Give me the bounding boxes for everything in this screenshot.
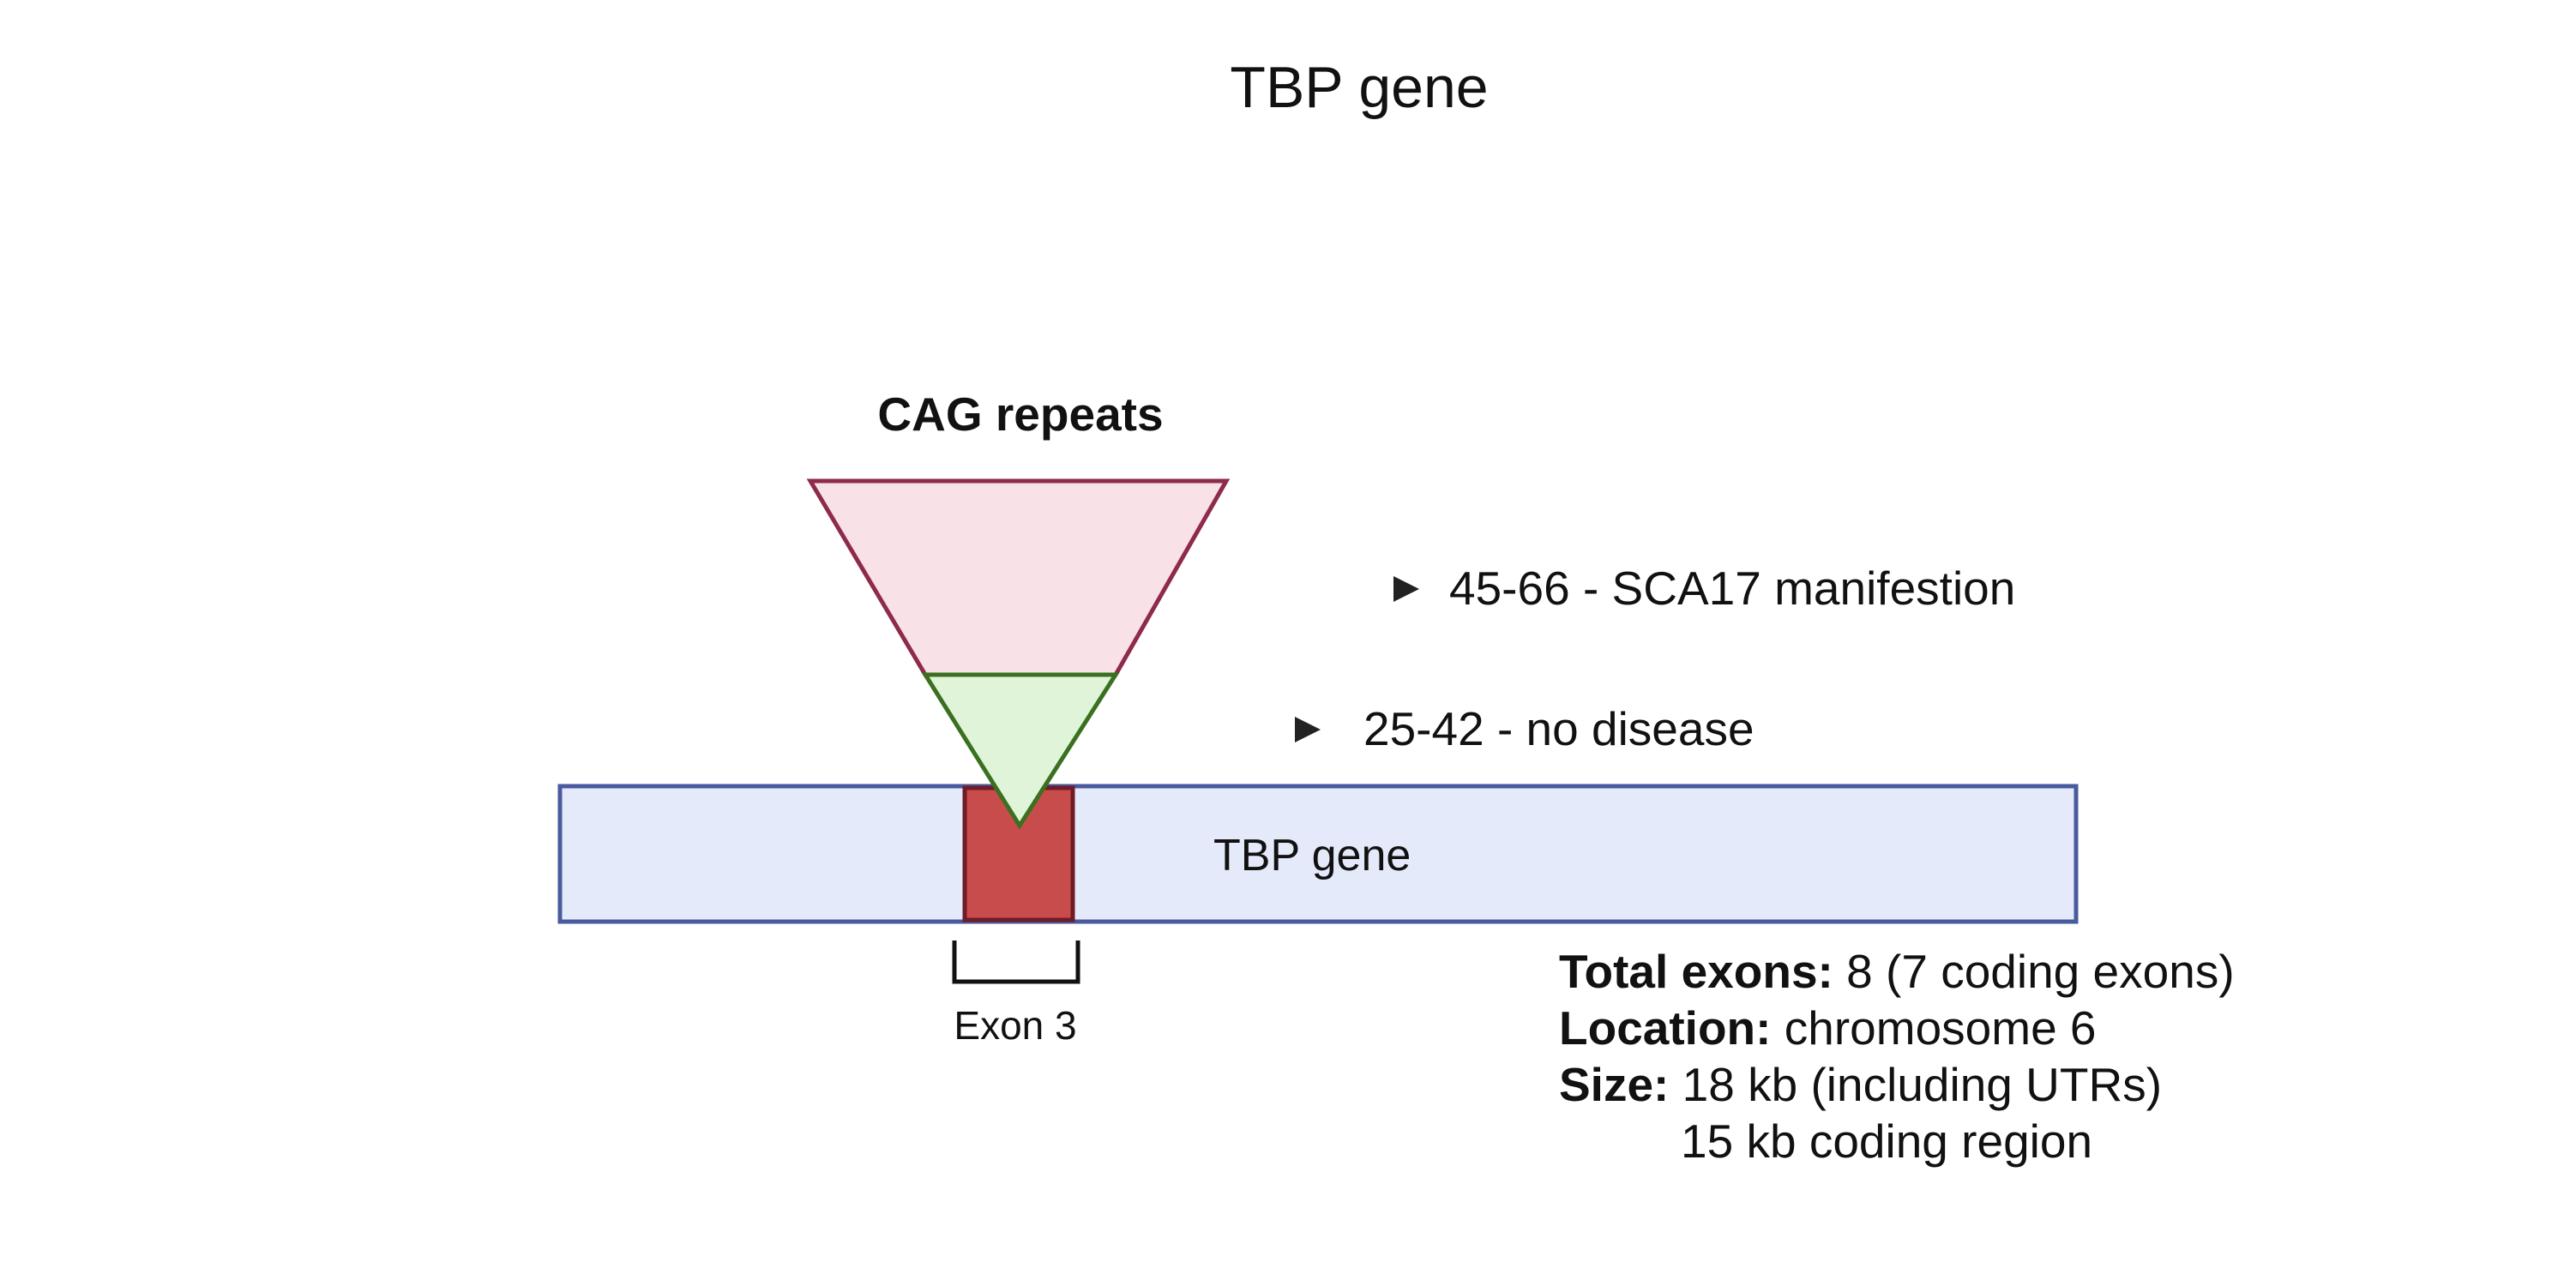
size-label: Size:: [1559, 1058, 1669, 1111]
gene-info-block: Total exons: 8 (7 coding exons) Location…: [1559, 945, 2235, 1168]
arrow-icon: [1256, 576, 1419, 602]
size-line-2: 15 kb coding region: [1681, 1115, 2092, 1168]
normal-repeat-range-shape: [921, 672, 1120, 830]
cag-repeats-label: CAG repeats: [877, 388, 1163, 441]
size-value: 18 kb (including UTRs): [1669, 1058, 2162, 1111]
normal-range-label: 25-42 - no disease: [1363, 702, 1754, 755]
diagram-title: TBP gene: [1230, 55, 1488, 120]
total-exons-value: 8 (7 coding exons): [1833, 945, 2235, 998]
gene-bar: [557, 784, 2079, 924]
location-line: Location: chromosome 6: [1559, 1001, 2097, 1055]
arrow-icon: [1158, 717, 1321, 742]
exon-3-label: Exon 3: [954, 1003, 1076, 1048]
exon-3-bracket: [952, 940, 1080, 984]
pathogenic-repeat-range-shape: [806, 478, 1231, 677]
location-label: Location:: [1559, 1001, 1771, 1055]
total-exons-line: Total exons: 8 (7 coding exons): [1559, 945, 2235, 998]
total-exons-label: Total exons:: [1559, 945, 1833, 998]
size-line: Size: 18 kb (including UTRs): [1559, 1058, 2162, 1111]
location-value: chromosome 6: [1771, 1001, 2096, 1055]
pathogenic-range-label: 45-66 - SCA17 manifestion: [1449, 562, 2015, 615]
gene-bar-label: TBP gene: [1213, 831, 1411, 880]
